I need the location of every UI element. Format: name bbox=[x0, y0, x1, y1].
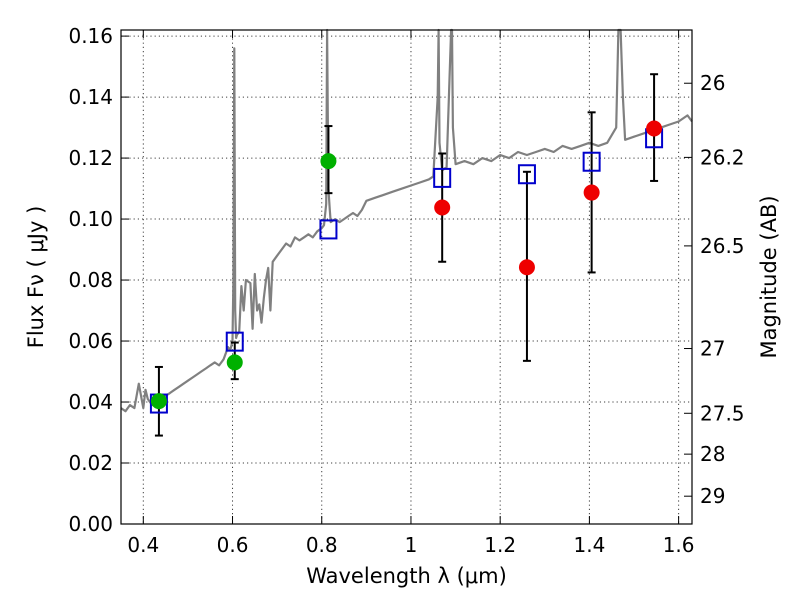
x-tick-label: 1.6 bbox=[663, 533, 695, 557]
y-tick-label: 0.04 bbox=[68, 390, 113, 414]
y2-tick-label: 29 bbox=[700, 484, 725, 508]
x-tick-label: 0.8 bbox=[306, 533, 338, 557]
y2-tick-label: 26.5 bbox=[700, 234, 745, 258]
model-square-point bbox=[319, 219, 338, 240]
x-tick-label: 0.6 bbox=[217, 533, 249, 557]
plot-frame bbox=[120, 29, 693, 525]
data-points bbox=[149, 120, 664, 414]
green-point bbox=[226, 354, 243, 371]
y-tick-label: 0.00 bbox=[68, 512, 113, 536]
x-tick-label: 1.4 bbox=[573, 533, 605, 557]
y-tick-label: 0.14 bbox=[68, 85, 113, 109]
y-tick-label: 0.08 bbox=[68, 268, 113, 292]
y2-axis-label: Magnitude (AB) bbox=[757, 195, 781, 358]
model-square-point bbox=[225, 331, 244, 352]
x-tick-label: 1 bbox=[405, 533, 418, 557]
y-tick-label: 0.06 bbox=[68, 329, 113, 353]
y-tick-label: 0.12 bbox=[68, 146, 113, 170]
x-tick-label: 1.2 bbox=[484, 533, 516, 557]
green-point bbox=[320, 153, 337, 170]
y2-tick-label: 28 bbox=[700, 442, 725, 466]
green-point bbox=[150, 393, 167, 410]
error-bars bbox=[154, 73, 659, 437]
axis-ticks: 0.4 0.6 0.8 1 1.2 1.4 1.6 0.00 0.02 0.04 0.06 0.08 0… bbox=[68, 24, 744, 557]
x-tick-label: 0.4 bbox=[127, 533, 159, 557]
y-tick-label: 0.10 bbox=[68, 207, 113, 231]
spectrum-line bbox=[120, 28, 693, 413]
spectrum bbox=[120, 28, 693, 413]
y-tick-label: 0.02 bbox=[68, 451, 113, 475]
model-square-point bbox=[582, 151, 601, 172]
y2-tick-label: 27.5 bbox=[700, 401, 745, 425]
grid bbox=[121, 30, 692, 525]
red-point bbox=[646, 120, 663, 137]
y2-tick-label: 27 bbox=[700, 337, 725, 361]
red-point bbox=[434, 199, 451, 216]
model-square-point bbox=[517, 164, 536, 185]
y2-tick-label: 26.2 bbox=[700, 145, 745, 169]
y2-tick-label: 26 bbox=[700, 71, 725, 95]
red-point bbox=[583, 184, 600, 201]
y-tick-label: 0.16 bbox=[68, 24, 113, 48]
red-point bbox=[518, 259, 535, 276]
model-square-point bbox=[433, 167, 452, 188]
x-axis-label: Wavelength λ (μm) bbox=[306, 564, 507, 588]
y-axis-label: Flux Fν ( μJy ) bbox=[24, 206, 48, 349]
